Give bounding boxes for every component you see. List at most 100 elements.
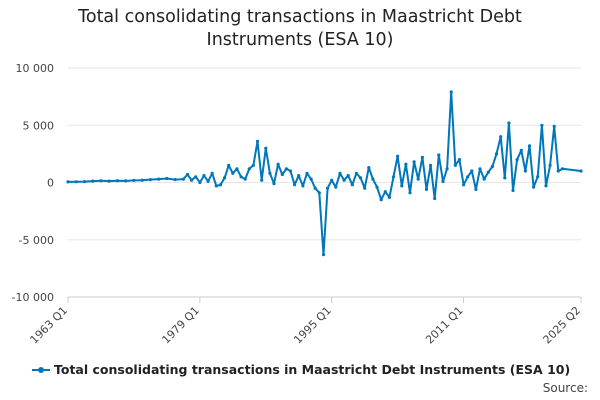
data-point — [181, 177, 185, 181]
data-point — [334, 185, 338, 189]
data-point — [338, 171, 342, 175]
x-tick-label: 1995 Q1 — [291, 304, 334, 347]
data-point — [375, 185, 379, 189]
data-point — [326, 186, 330, 190]
data-point — [519, 148, 523, 152]
data-point — [429, 163, 433, 167]
data-point — [132, 178, 136, 182]
x-tick-label: 1963 Q1 — [28, 304, 71, 347]
data-point — [313, 186, 317, 190]
data-point — [359, 176, 363, 180]
data-point — [284, 167, 288, 171]
data-point — [387, 195, 391, 199]
data-point — [243, 177, 247, 181]
data-point — [560, 167, 565, 171]
data-point — [173, 178, 177, 182]
data-point — [231, 171, 235, 175]
data-point — [190, 178, 194, 182]
series-layer — [66, 90, 583, 257]
x-tick-label: 2025 Q2 — [541, 304, 584, 347]
data-point — [433, 196, 437, 201]
legend-swatch — [32, 364, 50, 376]
data-point — [288, 169, 293, 173]
x-axis: 1963 Q1 1979 Q1 1995 Q1 2011 Q1 2025 Q2 — [28, 296, 584, 347]
data-point — [420, 155, 424, 159]
data-point — [462, 183, 466, 187]
data-point — [235, 167, 239, 171]
data-point — [453, 163, 457, 167]
gridlines — [68, 67, 581, 298]
data-point — [441, 179, 445, 183]
data-point — [280, 172, 284, 177]
data-point — [536, 175, 540, 179]
data-point — [371, 177, 375, 181]
data-point — [227, 163, 231, 167]
y-tick-label: -5 000 — [19, 234, 54, 247]
data-point — [74, 180, 78, 184]
data-point — [499, 135, 503, 139]
data-point — [293, 183, 297, 187]
data-point — [206, 179, 210, 183]
data-point — [107, 179, 111, 183]
data-point — [490, 164, 494, 169]
y-axis: -10 000 -5 000 0 5 000 10 000 — [12, 62, 54, 304]
data-point — [416, 177, 420, 181]
data-point — [247, 167, 251, 171]
data-point — [457, 158, 461, 162]
data-point — [363, 186, 367, 190]
data-point — [251, 163, 255, 167]
data-point — [350, 183, 354, 187]
data-point — [544, 184, 548, 188]
data-point — [185, 172, 190, 177]
data-point — [115, 179, 119, 183]
data-point — [305, 171, 309, 175]
data-point — [194, 175, 198, 179]
chart-title: Total consolidating transactions in Maas… — [78, 7, 522, 50]
data-point — [82, 180, 87, 184]
data-point — [507, 121, 511, 125]
data-point — [301, 184, 305, 188]
data-point — [223, 176, 227, 180]
data-point — [165, 176, 169, 181]
data-point — [552, 124, 556, 128]
data-point — [218, 183, 223, 187]
data-point — [342, 178, 346, 182]
data-point — [198, 180, 202, 185]
data-point — [424, 187, 429, 191]
data-point — [523, 169, 528, 173]
data-point — [317, 191, 321, 195]
data-point — [91, 179, 95, 183]
data-point — [321, 253, 326, 257]
data-point — [210, 171, 214, 175]
data-point — [379, 198, 383, 202]
data-point — [264, 146, 268, 150]
source-label: Source: — [542, 381, 588, 395]
data-point — [124, 179, 128, 183]
data-point — [354, 171, 358, 175]
x-tick-label: 1979 Q1 — [159, 304, 202, 347]
data-point — [202, 174, 206, 178]
data-point — [511, 188, 515, 193]
data-point — [239, 175, 243, 179]
data-point — [400, 184, 404, 188]
data-point — [466, 175, 470, 179]
data-point — [140, 178, 144, 182]
data-point — [548, 163, 552, 167]
y-tick-label: -10 000 — [12, 291, 54, 304]
data-point — [148, 178, 152, 182]
data-point — [99, 179, 103, 183]
data-point — [445, 167, 449, 171]
data-point — [556, 169, 560, 173]
data-point — [396, 154, 400, 158]
data-point — [391, 175, 396, 179]
data-point — [260, 178, 264, 182]
series-line — [67, 91, 582, 256]
legend[interactable]: Total consolidating transactions in Maas… — [32, 362, 570, 377]
data-point — [579, 169, 583, 173]
data-point — [474, 187, 478, 191]
data-point — [157, 177, 161, 181]
data-point — [383, 190, 387, 194]
data-point — [309, 177, 313, 181]
